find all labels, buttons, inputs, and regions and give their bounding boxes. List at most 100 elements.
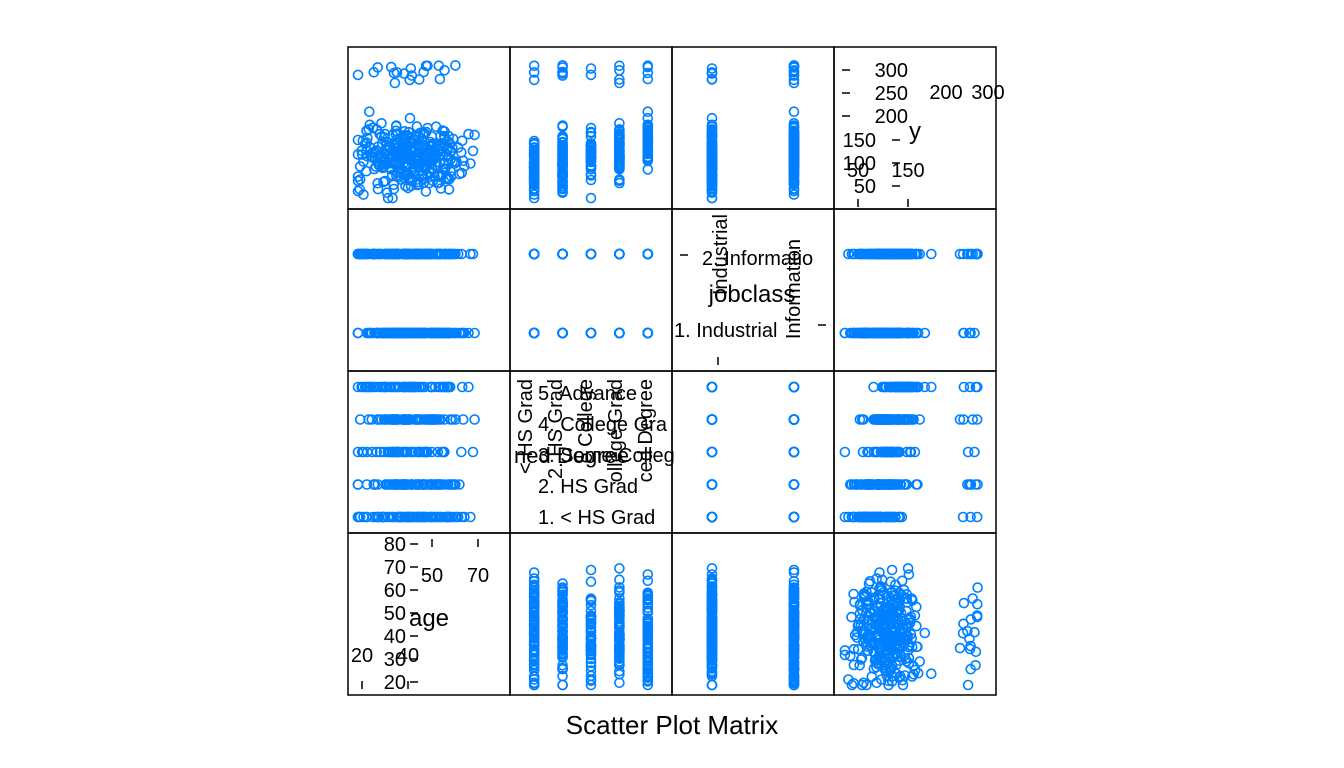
point-r0-c0 bbox=[361, 125, 372, 137]
point-r3-c2 bbox=[788, 590, 800, 602]
point-r1-c1 bbox=[585, 248, 597, 260]
point-r2-c0 bbox=[397, 381, 409, 393]
point-r3-c1 bbox=[614, 668, 625, 680]
point-r2-c2 bbox=[788, 511, 800, 523]
point-r3-c3 bbox=[901, 618, 912, 630]
point-r3-c3 bbox=[873, 629, 884, 640]
point-r2-c2 bbox=[788, 381, 800, 393]
point-r3-c1 bbox=[585, 633, 597, 644]
tick-label-age-left: 80 bbox=[384, 534, 406, 556]
point-r1-c3 bbox=[965, 248, 977, 260]
point-r0-c1 bbox=[585, 192, 597, 204]
level-label-jobclass-information: Information bbox=[783, 239, 805, 339]
point-r2-c0 bbox=[410, 446, 421, 458]
point-r0-c0 bbox=[352, 185, 364, 197]
point-r0-c2 bbox=[788, 140, 800, 151]
point-r1-c1 bbox=[585, 327, 597, 339]
point-r0-c2 bbox=[706, 63, 718, 74]
point-r0-c0 bbox=[402, 182, 414, 194]
point-r0-c0 bbox=[449, 156, 461, 168]
point-r0-c1 bbox=[585, 140, 597, 151]
point-r0-c0 bbox=[434, 73, 446, 85]
tick-label-y-topright: 300 bbox=[971, 82, 1004, 104]
point-r1-c3 bbox=[892, 248, 903, 260]
point-r0-c0 bbox=[398, 68, 410, 79]
point-r1-c0 bbox=[463, 327, 474, 339]
point-r2-c3 bbox=[912, 479, 923, 490]
point-r2-c2 bbox=[706, 381, 718, 393]
point-r3-c1 bbox=[642, 651, 654, 663]
point-r3-c2 bbox=[788, 644, 800, 656]
point-r2-c0 bbox=[389, 414, 401, 425]
point-r2-c0 bbox=[426, 446, 438, 458]
point-r0-c1 bbox=[614, 174, 625, 185]
point-r3-c3 bbox=[868, 605, 880, 617]
point-r0-c1 bbox=[642, 148, 654, 160]
point-r2-c0 bbox=[356, 381, 367, 393]
point-r3-c1 bbox=[585, 625, 597, 636]
point-r2-c0 bbox=[363, 381, 375, 393]
point-r1-c0 bbox=[352, 248, 364, 260]
point-r2-c0 bbox=[363, 414, 375, 425]
point-r2-c3 bbox=[885, 479, 897, 490]
panel-r2-c2 bbox=[671, 370, 835, 534]
point-r3-c1 bbox=[528, 582, 540, 594]
point-r3-c3 bbox=[839, 649, 851, 661]
point-r1-c3 bbox=[912, 248, 923, 260]
point-r3-c1 bbox=[557, 647, 568, 659]
point-r2-c0 bbox=[457, 414, 469, 425]
point-r2-c3 bbox=[964, 381, 976, 393]
point-r3-c1 bbox=[614, 563, 625, 574]
level-label-education-col: 2. HS Grad bbox=[545, 379, 567, 479]
point-r0-c2 bbox=[788, 106, 800, 117]
point-r0-c2 bbox=[706, 146, 718, 157]
point-r2-c3 bbox=[861, 479, 873, 490]
point-r0-c1 bbox=[642, 144, 654, 155]
point-r3-c3 bbox=[972, 582, 983, 593]
point-r0-c0 bbox=[382, 192, 394, 204]
point-r3-c2 bbox=[706, 618, 718, 630]
point-r1-c3 bbox=[971, 248, 983, 260]
level-label-jobclass-1: 1. Industrial bbox=[674, 320, 777, 342]
point-r3-c3 bbox=[883, 651, 895, 663]
point-r0-c1 bbox=[614, 138, 625, 149]
point-r2-c0 bbox=[454, 479, 465, 490]
point-r2-c0 bbox=[455, 446, 467, 458]
point-r2-c3 bbox=[908, 414, 919, 425]
point-r3-c3 bbox=[914, 656, 926, 667]
point-r0-c1 bbox=[585, 69, 597, 81]
point-r3-c1 bbox=[642, 676, 654, 687]
point-r1-c3 bbox=[846, 248, 858, 260]
point-r0-c2 bbox=[706, 131, 718, 142]
level-label-education-row: 5. Advance bbox=[538, 383, 637, 405]
point-r2-c0 bbox=[469, 414, 480, 425]
point-r0-c2 bbox=[706, 148, 718, 160]
point-r2-c3 bbox=[887, 414, 899, 425]
point-r2-c3 bbox=[971, 381, 983, 393]
point-r1-c0 bbox=[445, 248, 457, 260]
point-r1-c3 bbox=[843, 248, 854, 260]
point-r3-c3 bbox=[970, 659, 981, 671]
point-r0-c1 bbox=[557, 136, 568, 148]
point-r0-c1 bbox=[528, 60, 540, 72]
point-r3-c3 bbox=[883, 601, 894, 613]
point-r0-c0 bbox=[372, 62, 384, 73]
tick-label-age-left: 30 bbox=[384, 649, 406, 671]
point-r0-c0 bbox=[413, 74, 425, 85]
point-r1-c3 bbox=[839, 327, 851, 339]
point-r0-c2 bbox=[788, 77, 800, 89]
point-r2-c0 bbox=[445, 414, 457, 425]
point-r2-c2 bbox=[788, 414, 800, 425]
point-r0-c0 bbox=[442, 136, 454, 147]
point-r2-c3 bbox=[957, 511, 969, 523]
point-r3-c3 bbox=[876, 574, 888, 586]
point-r3-c1 bbox=[614, 586, 625, 598]
point-r1-c1 bbox=[528, 327, 540, 339]
point-r0-c1 bbox=[614, 77, 625, 89]
point-r0-c1 bbox=[557, 152, 568, 163]
point-r3-c3 bbox=[879, 619, 891, 631]
point-r3-c3 bbox=[896, 589, 907, 601]
point-r2-c0 bbox=[456, 381, 468, 393]
point-r0-c0 bbox=[432, 177, 443, 189]
point-r3-c1 bbox=[528, 579, 540, 591]
